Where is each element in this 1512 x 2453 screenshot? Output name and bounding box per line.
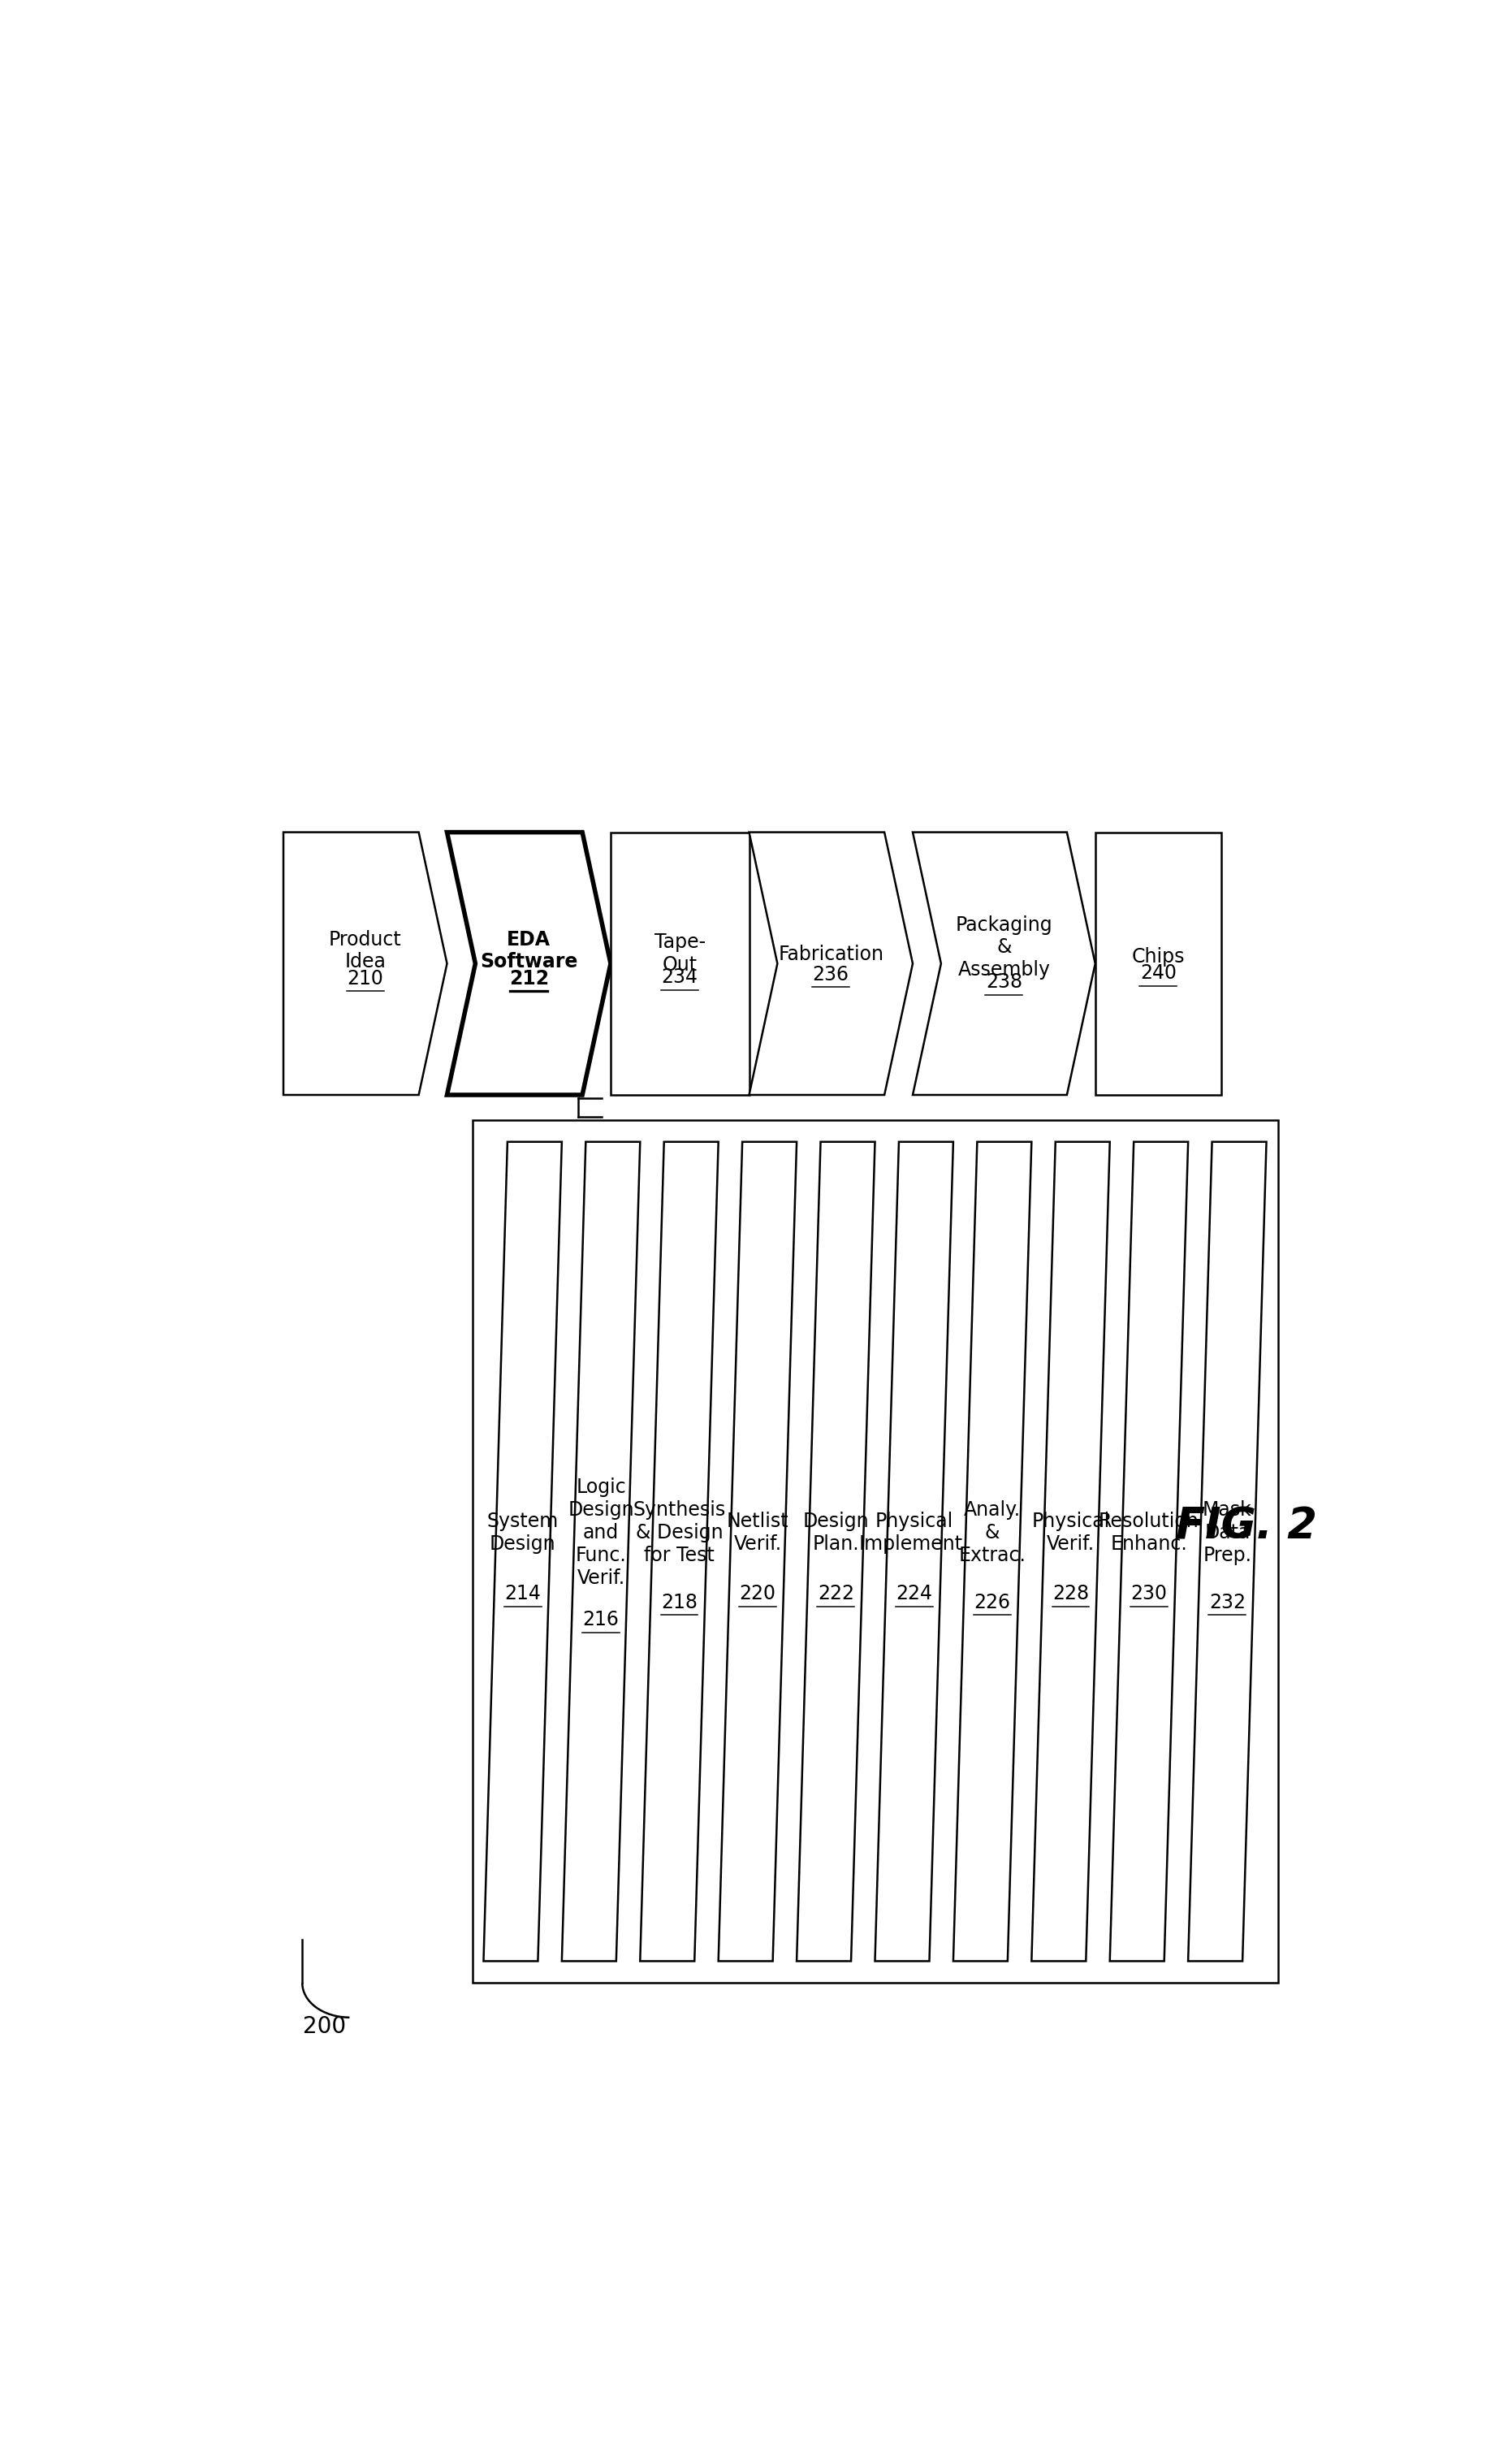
Text: 216: 216: [582, 1609, 620, 1629]
Polygon shape: [913, 832, 1095, 1094]
Text: Synthesis
& Design
for Test: Synthesis & Design for Test: [634, 1501, 726, 1565]
Polygon shape: [448, 832, 611, 1094]
Polygon shape: [562, 1141, 640, 1960]
Text: 228: 228: [1052, 1585, 1089, 1604]
Text: 214: 214: [505, 1585, 541, 1604]
Text: 226: 226: [974, 1592, 1010, 1612]
Text: Resolution
Enhanc.: Resolution Enhanc.: [1099, 1511, 1199, 1553]
Bar: [611, 832, 748, 1094]
Text: Mask
Data
Prep.: Mask Data Prep.: [1202, 1501, 1252, 1565]
Text: 218: 218: [661, 1592, 697, 1612]
Text: 222: 222: [818, 1585, 854, 1604]
Polygon shape: [1110, 1141, 1188, 1960]
Text: Tape-
Out: Tape- Out: [655, 932, 706, 974]
Text: Chips: Chips: [1131, 947, 1185, 966]
Text: Physical
Verif.: Physical Verif.: [1031, 1511, 1110, 1553]
Text: Analy.
&
Extrac.: Analy. & Extrac.: [959, 1501, 1027, 1565]
Text: System
Design: System Design: [487, 1511, 558, 1553]
Text: 232: 232: [1210, 1592, 1246, 1612]
Text: 240: 240: [1140, 964, 1176, 984]
Text: Netlist
Verif.: Netlist Verif.: [726, 1511, 789, 1553]
Text: 236: 236: [812, 964, 850, 984]
Bar: [472, 1121, 1278, 1982]
Text: 210: 210: [346, 969, 384, 989]
Polygon shape: [283, 832, 448, 1094]
Text: Fabrication: Fabrication: [779, 944, 883, 964]
Text: 234: 234: [662, 966, 699, 986]
Polygon shape: [797, 1141, 875, 1960]
Text: 220: 220: [739, 1585, 776, 1604]
Polygon shape: [640, 1141, 718, 1960]
Bar: [1095, 832, 1222, 1094]
Polygon shape: [953, 1141, 1031, 1960]
Text: Logic
Design
and
Func.
Verif.: Logic Design and Func. Verif.: [569, 1477, 634, 1587]
Text: 238: 238: [986, 974, 1022, 991]
Polygon shape: [748, 832, 913, 1094]
Text: Physical
Implement.: Physical Implement.: [859, 1511, 969, 1553]
Polygon shape: [1188, 1141, 1267, 1960]
Text: Product
Idea: Product Idea: [328, 930, 402, 971]
Polygon shape: [875, 1141, 953, 1960]
Polygon shape: [718, 1141, 797, 1960]
Text: 224: 224: [895, 1585, 933, 1604]
Polygon shape: [1031, 1141, 1110, 1960]
Text: EDA
Software: EDA Software: [479, 930, 578, 971]
Text: Packaging
&
Assembly: Packaging & Assembly: [956, 915, 1052, 979]
Text: 230: 230: [1131, 1585, 1167, 1604]
Text: 212: 212: [510, 969, 549, 989]
Text: Design
Plan.: Design Plan.: [803, 1511, 869, 1553]
Text: 200: 200: [302, 2016, 346, 2038]
Text: FIG. 2: FIG. 2: [1176, 1506, 1317, 1548]
Polygon shape: [484, 1141, 562, 1960]
